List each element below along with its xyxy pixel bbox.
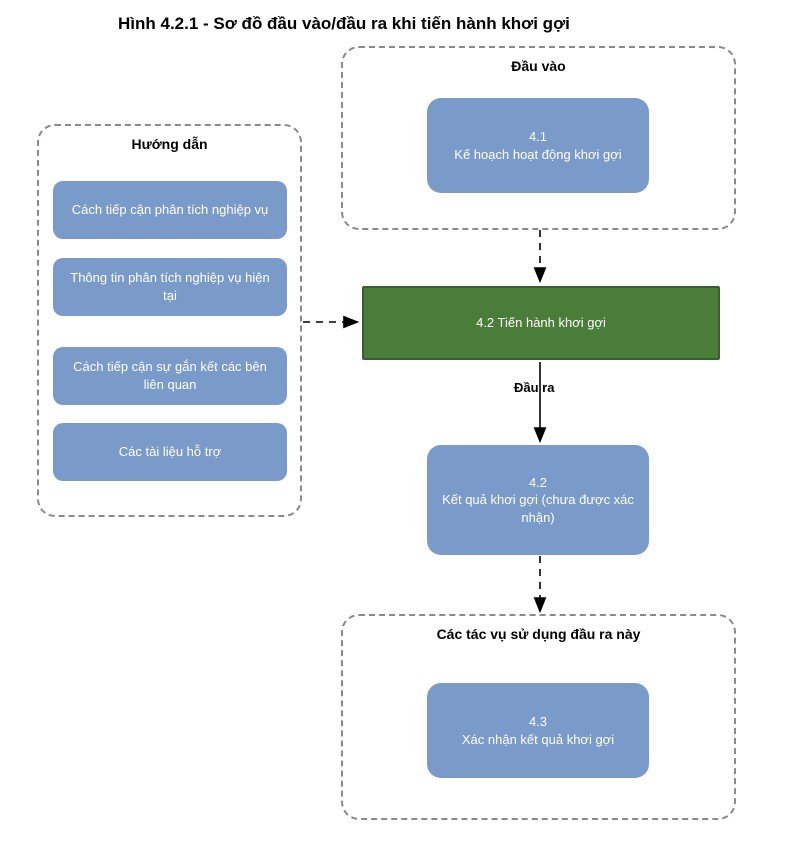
output-label: Đầu ra	[514, 380, 554, 395]
node-number: 4.2	[529, 474, 547, 492]
diagram-title: Hình 4.2.1 - Sơ đồ đầu vào/đầu ra khi ti…	[118, 14, 570, 34]
node-text: Các tài liệu hỗ trợ	[119, 443, 221, 461]
node-text: Thông tin phân tích nghiệp vụ hiện tại	[63, 269, 277, 304]
node-number: 4.1	[529, 128, 547, 146]
group-tasks-label: Các tác vụ sử dụng đầu ra này	[341, 626, 736, 642]
node-text: Xác nhận kết quả khơi gợi	[462, 731, 614, 749]
node-guideline-3: Cách tiếp cận sự gắn kết các bên liên qu…	[53, 347, 287, 405]
group-inputs-label: Đầu vào	[341, 58, 736, 74]
node-text: 4.2 Tiến hành khơi gợi	[476, 314, 606, 332]
node-text: Cách tiếp cận sự gắn kết các bên liên qu…	[63, 358, 277, 393]
node-number: 4.3	[529, 713, 547, 731]
node-process-42: 4.2 Tiến hành khơi gợi	[362, 286, 720, 360]
node-output-42: 4.2 Kết quả khơi gợi (chưa được xác nhận…	[427, 445, 649, 555]
node-task-43: 4.3 Xác nhận kết quả khơi gợi	[427, 683, 649, 778]
node-guideline-1: Cách tiếp cận phân tích nghiệp vụ	[53, 181, 287, 239]
node-guideline-2: Thông tin phân tích nghiệp vụ hiện tại	[53, 258, 287, 316]
node-text: Kết quả khơi gợi (chưa được xác nhận)	[437, 491, 639, 526]
diagram-canvas: Hình 4.2.1 - Sơ đồ đầu vào/đầu ra khi ti…	[0, 0, 806, 850]
group-guidelines-label: Hướng dẫn	[37, 136, 302, 152]
node-guideline-4: Các tài liệu hỗ trợ	[53, 423, 287, 481]
node-text: Cách tiếp cận phân tích nghiệp vụ	[72, 201, 269, 219]
node-input-41: 4.1 Kế hoạch hoạt động khơi gợi	[427, 98, 649, 193]
node-text: Kế hoạch hoạt động khơi gợi	[454, 146, 621, 164]
